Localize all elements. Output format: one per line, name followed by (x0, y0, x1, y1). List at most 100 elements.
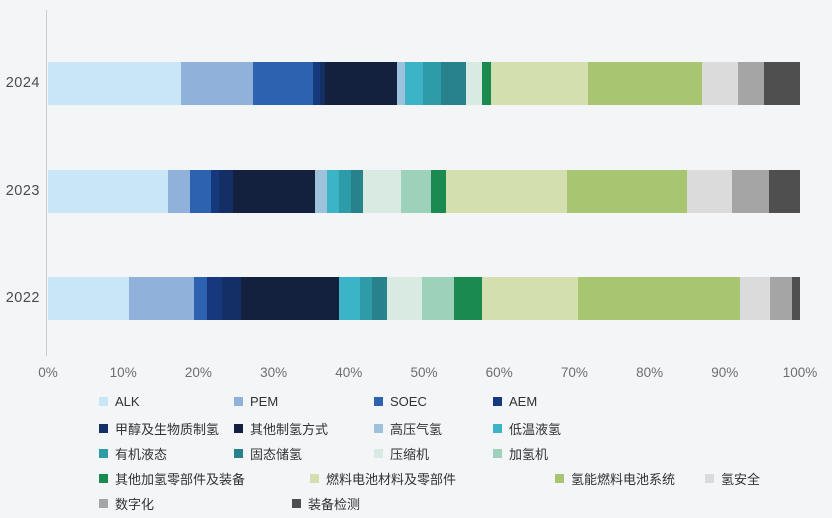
bar-segment-SOEC (194, 277, 208, 320)
legend-label: 数字化 (115, 497, 155, 512)
bar-segment-加氢机 (422, 277, 455, 320)
x-axis-tick-label: 10% (109, 365, 137, 380)
x-axis-tick-label: 60% (485, 365, 513, 380)
x-axis-tick-label: 30% (260, 365, 288, 380)
x-axis-tick-label: 0% (38, 365, 58, 380)
stacked-bar-2023 (48, 170, 800, 213)
bar-segment-其他加氢零部件及装备 (481, 62, 492, 105)
x-axis-tick-label: 90% (711, 365, 739, 380)
legend-swatch-icon (99, 397, 108, 406)
legend-swatch-icon (99, 499, 108, 508)
legend-item-氢安全: 氢安全 (705, 469, 760, 488)
bar-segment-氢能燃料电池系统 (567, 170, 688, 213)
legend-label: 压缩机 (390, 447, 430, 462)
bar-segment-其他加氢零部件及装备 (454, 277, 483, 320)
y-axis-line (46, 10, 47, 356)
legend-label: 氢能燃料电池系统 (571, 472, 676, 487)
legend-label: AEM (509, 394, 538, 409)
legend-label: 甲醇及生物质制氢 (115, 422, 220, 437)
x-axis-tick-label: 40% (335, 365, 363, 380)
legend-label: 其他制氢方式 (250, 422, 329, 437)
y-axis-label: 2023 (5, 183, 40, 199)
bar-segment-有机液态 (359, 277, 372, 320)
bar-segment-燃料电池材料及零部件 (491, 62, 588, 105)
x-axis-tick-label: 50% (410, 365, 438, 380)
legend-item-加氢机: 加氢机 (493, 444, 548, 463)
legend-item-装备检测: 装备检测 (292, 494, 360, 513)
bar-segment-装备检测 (791, 277, 800, 320)
legend-swatch-icon (374, 449, 383, 458)
legend-swatch-icon (234, 449, 243, 458)
legend-item-其他加氢零部件及装备: 其他加氢零部件及装备 (99, 469, 245, 488)
bar-segment-低温液氢 (405, 62, 424, 105)
legend-label: 加氢机 (509, 447, 549, 462)
legend-swatch-icon (99, 474, 108, 483)
bar-segment-装备检测 (769, 170, 800, 213)
bar-segment-其他制氢方式 (232, 170, 315, 213)
bar-segment-SOEC (189, 170, 211, 213)
legend-swatch-icon (234, 397, 243, 406)
bar-segment-低温液氢 (338, 277, 360, 320)
bar-segment-高压气氢 (396, 62, 406, 105)
bar-segment-PEM (129, 277, 195, 320)
legend-item-其他制氢方式: 其他制氢方式 (234, 419, 328, 438)
bar-segment-有机液态 (338, 170, 351, 213)
y-axis-label: 2024 (5, 75, 40, 91)
bar-segment-装备检测 (763, 62, 800, 105)
bar-segment-甲醇及生物质制氢 (218, 170, 233, 213)
legend-swatch-icon (99, 424, 108, 433)
bar-segment-氢安全 (687, 170, 733, 213)
x-axis-tick-label: 20% (184, 365, 212, 380)
legend-swatch-icon (493, 424, 502, 433)
legend-swatch-icon (234, 424, 243, 433)
bar-segment-其他制氢方式 (324, 62, 397, 105)
bar-segment-SOEC (252, 62, 313, 105)
legend-item-AEM: AEM (493, 394, 537, 409)
legend-item-PEM: PEM (234, 394, 278, 409)
legend-swatch-icon (705, 474, 714, 483)
x-axis-tick-label: 100% (782, 365, 818, 380)
bar-segment-低温液氢 (326, 170, 339, 213)
legend-item-高压气氢: 高压气氢 (374, 419, 442, 438)
legend-swatch-icon (493, 397, 502, 406)
legend-item-数字化: 数字化 (99, 494, 154, 513)
legend-item-氢能燃料电池系统: 氢能燃料电池系统 (555, 469, 675, 488)
bar-row-2022: 2022 (0, 277, 832, 320)
bar-segment-其他加氢零部件及装备 (431, 170, 447, 213)
bar-segment-加氢机 (401, 170, 432, 213)
bar-segment-氢能燃料电池系统 (587, 62, 703, 105)
legend-item-ALK: ALK (99, 394, 140, 409)
legend-item-压缩机: 压缩机 (374, 444, 429, 463)
legend-swatch-icon (292, 499, 301, 508)
legend-label: 燃料电池材料及零部件 (326, 472, 457, 487)
bar-segment-固态储氢 (350, 170, 363, 213)
legend-swatch-icon (310, 474, 319, 483)
bar-segment-AEM (312, 62, 321, 105)
bar-segment-固态储氢 (371, 277, 387, 320)
bar-segment-ALK (48, 170, 169, 213)
legend-label: PEM (250, 394, 279, 409)
bar-segment-压缩机 (386, 277, 423, 320)
legend-item-有机液态: 有机液态 (99, 444, 167, 463)
legend-item-SOEC: SOEC (374, 394, 427, 409)
bar-segment-高压气氢 (314, 170, 327, 213)
bar-segment-甲醇及生物质制氢 (222, 277, 242, 320)
bar-segment-PEM (180, 62, 253, 105)
x-axis: 0% 10% 20% 30% 40% 50% 60% 70% 80% 90% 100% (38, 365, 817, 383)
x-axis-tick-label: 80% (636, 365, 664, 380)
legend-swatch-icon (555, 474, 564, 483)
bar-segment-AEM (211, 170, 219, 213)
y-axis-label: 2022 (5, 290, 40, 306)
legend-label: 固态储氢 (250, 447, 303, 462)
bar-segment-压缩机 (362, 170, 402, 213)
bar-segment-燃料电池材料及零部件 (446, 170, 568, 213)
legend-label: 低温液氢 (509, 422, 562, 437)
stacked-bar-2022 (48, 277, 800, 320)
bar-segment-氢能燃料电池系统 (578, 277, 740, 320)
bar-row-2023: 2023 (0, 170, 832, 213)
legend-label: 高压气氢 (390, 422, 443, 437)
legend-swatch-icon (493, 449, 502, 458)
bar-segment-PEM (168, 170, 190, 213)
bar-row-2024: 2024 (0, 62, 832, 105)
